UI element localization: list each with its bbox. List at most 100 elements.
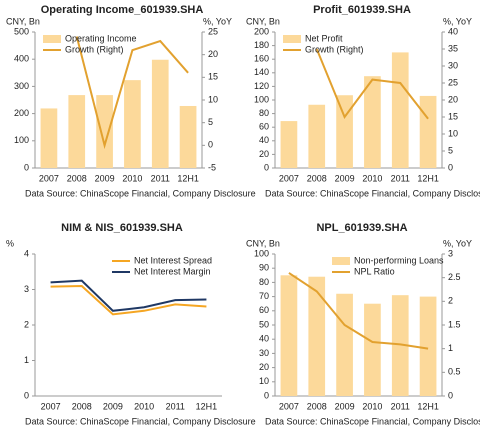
x-tick-label: 2010	[122, 173, 142, 183]
bar	[419, 296, 437, 396]
x-tick-label: 2008	[307, 401, 327, 411]
bar	[391, 52, 409, 168]
legend-swatch	[332, 257, 350, 265]
y-tick-label: 0	[264, 162, 269, 172]
x-tick-label: 2009	[103, 401, 123, 411]
x-tick-label: 2008	[67, 173, 87, 183]
y2-axis-label: %, YoY	[443, 16, 472, 26]
chart-panel: Profit_601939.SHA CNY, Bn %, YoY 0 20 40 60 80 1…	[246, 4, 480, 198]
chart-title: Profit_601939.SHA	[313, 4, 411, 16]
chart-title: NPL_601939.SHA	[316, 222, 407, 234]
legend-label: Growth (Right)	[65, 44, 124, 54]
bar	[364, 303, 381, 396]
y2-axis-label: %, YoY	[203, 16, 232, 26]
y-tick-label: 0	[24, 162, 29, 172]
y-tick-label: 80	[259, 277, 269, 287]
x-tick-label: 2009	[95, 173, 115, 183]
line-series	[288, 272, 429, 350]
x-tick-label: 2011	[151, 173, 170, 183]
source-note: Data Source: ChinaScope Financial, Compa…	[25, 416, 256, 426]
bar	[179, 105, 197, 168]
y2-axis-label: %, YoY	[443, 238, 472, 248]
line-series	[50, 284, 207, 316]
y-tick-label: 20	[259, 149, 269, 159]
y2-tick-label: 25	[448, 77, 458, 87]
bar	[68, 95, 86, 168]
y-tick-label: 50	[259, 319, 269, 329]
y-tick-label: 100	[14, 135, 29, 145]
legend-label: NPL Ratio	[354, 266, 395, 276]
y-tick-label: 40	[259, 135, 269, 145]
x-tick-label: 12H1	[177, 173, 199, 183]
x-tick-label: 2007	[39, 173, 59, 183]
x-tick-label: 2007	[279, 173, 299, 183]
legend-label: Non-performing Loans	[354, 255, 444, 265]
bar	[151, 59, 169, 168]
y-tick-label: 4	[24, 248, 29, 258]
y2-tick-label: 1	[448, 343, 453, 353]
y2-tick-label: 40	[448, 26, 458, 36]
y2-tick-label: 10	[448, 128, 458, 138]
y-tick-label: 0	[264, 390, 269, 400]
legend-label: Net Interest Margin	[134, 266, 211, 276]
y-tick-label: 20	[259, 362, 269, 372]
y-tick-label: 10	[259, 376, 269, 386]
y-tick-label: 200	[254, 26, 269, 36]
line-series	[75, 36, 189, 150]
x-tick-label: 2010	[362, 173, 382, 183]
y2-tick-label: 10	[208, 94, 218, 104]
y2-tick-label: 0.5	[448, 367, 461, 377]
x-tick-label: 2009	[335, 401, 355, 411]
x-tick-label: 2010	[362, 401, 382, 411]
y2-tick-label: 20	[448, 94, 458, 104]
legend-label: Net Interest Spread	[134, 255, 212, 265]
bar	[96, 95, 113, 168]
y2-tick-label: 15	[208, 72, 218, 82]
bar	[280, 275, 298, 396]
y-tick-label: 70	[259, 291, 269, 301]
x-tick-label: 2010	[134, 401, 154, 411]
y-tick-label: 140	[254, 67, 269, 77]
y2-tick-label: 3	[448, 248, 453, 258]
bar	[336, 293, 353, 396]
line-series	[315, 48, 429, 120]
y-tick-label: 90	[259, 263, 269, 273]
x-tick-label: 12H1	[196, 401, 218, 411]
y2-tick-label: 0	[448, 390, 453, 400]
bar	[308, 104, 326, 168]
y2-tick-label: 20	[208, 49, 218, 59]
y-tick-label: 1	[24, 355, 29, 365]
y2-tick-label: 2	[448, 296, 453, 306]
legend-swatch	[283, 35, 301, 43]
y-axis-label: %	[6, 238, 14, 248]
x-tick-label: 12H1	[417, 401, 439, 411]
y-tick-label: 2	[24, 319, 29, 329]
y-tick-label: 80	[259, 108, 269, 118]
bar	[308, 276, 326, 396]
y-tick-label: 500	[14, 26, 29, 36]
legend-label: Growth (Right)	[305, 44, 364, 54]
y2-tick-label: 30	[448, 60, 458, 70]
bar	[391, 295, 409, 396]
y2-tick-label: 25	[208, 26, 218, 36]
y-tick-label: 3	[24, 284, 29, 294]
bar	[419, 95, 437, 168]
x-tick-label: 2011	[166, 401, 185, 411]
y-tick-label: 60	[259, 122, 269, 132]
bar	[40, 108, 58, 168]
chart-title: Operating Income_601939.SHA	[41, 4, 204, 16]
y-tick-label: 40	[259, 334, 269, 344]
y-tick-label: 30	[259, 348, 269, 358]
x-tick-label: 2009	[335, 173, 355, 183]
y-tick-label: 120	[254, 81, 269, 91]
y2-tick-label: 1.5	[448, 319, 461, 329]
y2-tick-label: 5	[208, 117, 213, 127]
y2-tick-label: 0	[448, 162, 453, 172]
y2-tick-label: 2.5	[448, 272, 461, 282]
x-tick-label: 2008	[72, 401, 92, 411]
x-tick-label: 12H1	[417, 173, 439, 183]
source-note: Data Source: ChinaScope Financial, Compa…	[25, 188, 256, 198]
source-note: Data Source: ChinaScope Financial, Compa…	[265, 416, 480, 426]
